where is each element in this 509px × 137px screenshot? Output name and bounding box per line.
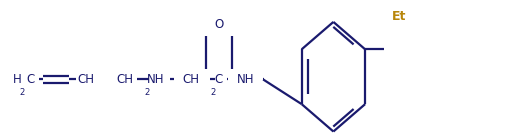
- Text: O: O: [214, 18, 223, 31]
- Text: 2: 2: [144, 88, 150, 97]
- Text: CH: CH: [182, 73, 200, 86]
- Text: 2: 2: [210, 88, 216, 97]
- Text: C: C: [26, 73, 35, 86]
- Text: H: H: [13, 73, 21, 86]
- Text: NH: NH: [147, 73, 164, 86]
- Text: NH: NH: [237, 73, 254, 86]
- Text: C: C: [215, 73, 223, 86]
- Text: CH: CH: [116, 73, 133, 86]
- Text: 2: 2: [20, 88, 25, 97]
- Text: CH: CH: [77, 73, 94, 86]
- Text: Et: Et: [392, 10, 406, 23]
